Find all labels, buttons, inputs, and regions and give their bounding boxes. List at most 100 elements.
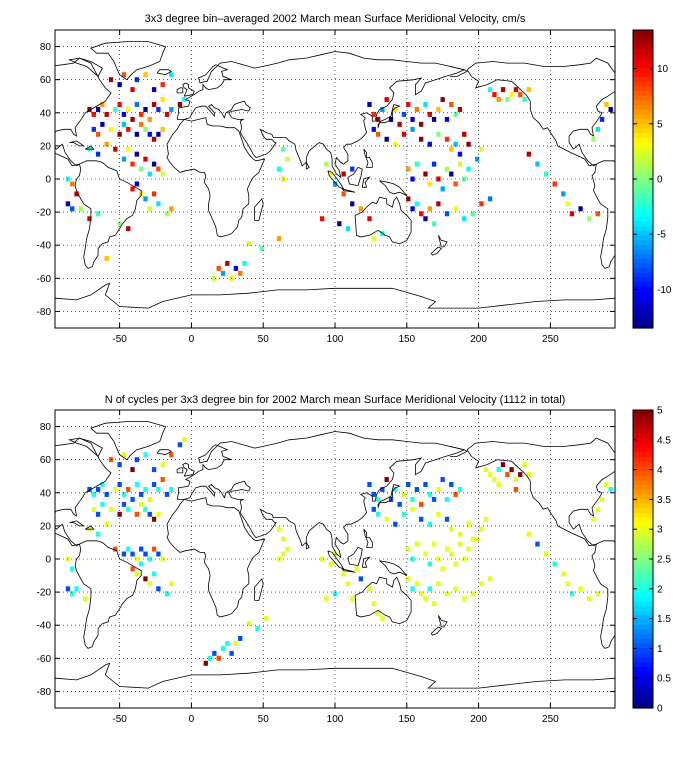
colorbar-segment	[633, 633, 653, 639]
data-cell	[380, 106, 385, 112]
colorbar-segment	[633, 155, 653, 161]
data-cell	[225, 260, 230, 266]
data-cell	[121, 111, 127, 117]
data-cell	[440, 97, 445, 103]
data-cell	[126, 486, 131, 492]
data-cell	[134, 102, 139, 107]
coastline	[68, 57, 103, 77]
colorbar-segment	[633, 596, 653, 602]
data-cell	[324, 596, 329, 602]
colorbar-segment	[633, 99, 653, 106]
colorbar-segment	[633, 549, 653, 555]
data-cell	[436, 581, 441, 587]
data-cell	[246, 241, 251, 247]
x-tick-label: 200	[470, 334, 487, 345]
colorbar-segment	[633, 30, 653, 36]
y-tick-label: 40	[40, 488, 52, 499]
colorbar-tick-label: 4.5	[657, 435, 671, 446]
x-tick-label: 100	[327, 714, 344, 725]
data-cell	[479, 581, 484, 587]
colorbar-tick-label: 0	[657, 704, 663, 715]
x-tick-label: 0	[189, 334, 195, 345]
data-cell	[375, 116, 381, 122]
colorbar-segment	[633, 95, 653, 101]
colorbar-segment	[633, 559, 653, 565]
data-cell	[384, 516, 389, 522]
data-cell	[143, 486, 148, 492]
data-cell	[143, 551, 148, 557]
coastline	[254, 578, 264, 601]
x-tick-label: -50	[112, 714, 127, 725]
x-tick-label: 200	[470, 714, 487, 725]
data-cell	[160, 556, 165, 562]
data-cell	[147, 206, 152, 212]
coastline	[596, 160, 615, 165]
data-cell	[134, 511, 139, 517]
data-cell	[414, 541, 419, 547]
coastline	[305, 160, 310, 170]
colorbar: -10 -5 0 5 10	[632, 29, 672, 329]
data-cell	[126, 126, 131, 132]
data-cell	[440, 186, 445, 192]
data-cell	[350, 201, 355, 207]
data-cells	[65, 437, 613, 666]
colorbar-segment	[633, 146, 653, 152]
data-cell	[410, 556, 415, 562]
data-cell	[100, 501, 105, 507]
data-cell	[95, 486, 101, 492]
colorbar-segment	[633, 545, 653, 551]
data-cell	[449, 482, 454, 487]
data-cell	[419, 591, 424, 597]
data-cell	[255, 626, 260, 632]
colorbar-segment	[633, 206, 653, 213]
data-cell	[233, 640, 239, 646]
data-cell	[406, 576, 411, 582]
colorbar-segment	[633, 512, 653, 518]
data-cell	[130, 161, 135, 167]
x-tick-label: 50	[258, 334, 270, 345]
data-cell	[565, 201, 570, 207]
data-cell	[341, 191, 346, 197]
data-cell	[91, 506, 96, 512]
colorbar-segment	[633, 624, 653, 630]
data-cell	[242, 260, 247, 266]
data-cell	[543, 551, 549, 557]
x-tick-label: 150	[398, 714, 415, 725]
data-cell	[509, 467, 514, 473]
data-cell	[130, 87, 135, 93]
coastline	[182, 82, 195, 97]
data-cell	[449, 102, 454, 107]
data-cell	[492, 92, 497, 98]
colorbar-segment	[633, 521, 653, 528]
data-cell	[436, 511, 441, 517]
colorbar-segment	[633, 258, 653, 264]
data-cell	[462, 131, 467, 137]
data-cell	[147, 131, 152, 137]
data-cell	[160, 171, 165, 177]
coastline	[90, 421, 167, 461]
data-cell	[156, 586, 161, 592]
data-cell	[561, 191, 566, 197]
data-cell	[431, 541, 437, 547]
data-cell	[591, 516, 596, 522]
data-cell	[147, 116, 152, 122]
data-cell	[341, 171, 346, 177]
colorbar-segment	[633, 447, 653, 453]
data-cell	[423, 171, 428, 177]
data-cell	[341, 571, 346, 577]
x-tick-label: 50	[258, 714, 270, 725]
data-cell	[427, 141, 432, 147]
data-cell	[139, 561, 144, 567]
data-cell	[526, 87, 531, 93]
data-cell	[156, 131, 161, 137]
colorbar-segment	[633, 661, 653, 667]
data-cell	[578, 206, 583, 212]
data-cell	[319, 216, 325, 222]
coastline	[69, 520, 85, 527]
colorbar-tick-label: 5	[657, 406, 663, 417]
data-cell	[126, 546, 131, 552]
data-cell	[126, 506, 131, 512]
data-cell	[462, 176, 467, 182]
data-cell	[100, 102, 105, 107]
data-cell	[427, 206, 432, 212]
